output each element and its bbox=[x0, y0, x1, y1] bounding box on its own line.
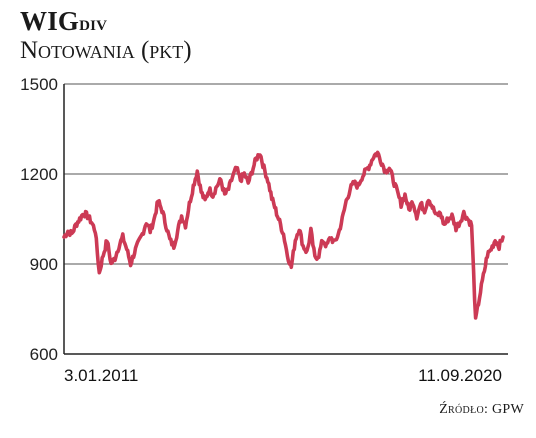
y-tick-label: 600 bbox=[30, 345, 58, 364]
chart-title: WIGdiv bbox=[20, 6, 107, 38]
chart-subtitle: Notowania (pkt) bbox=[20, 37, 192, 64]
x-label-start: 3.01.2011 bbox=[64, 366, 138, 385]
y-tick-label: 900 bbox=[30, 255, 58, 274]
x-label-end: 11.09.2020 bbox=[418, 366, 502, 385]
chart-title-sub: div bbox=[79, 11, 108, 35]
source-note: Źródło: GPW bbox=[439, 402, 524, 417]
series-line bbox=[62, 150, 505, 320]
y-tick-label: 1200 bbox=[20, 165, 58, 184]
chart-title-main: WIG bbox=[20, 6, 80, 36]
y-tick-label: 1500 bbox=[20, 75, 58, 94]
